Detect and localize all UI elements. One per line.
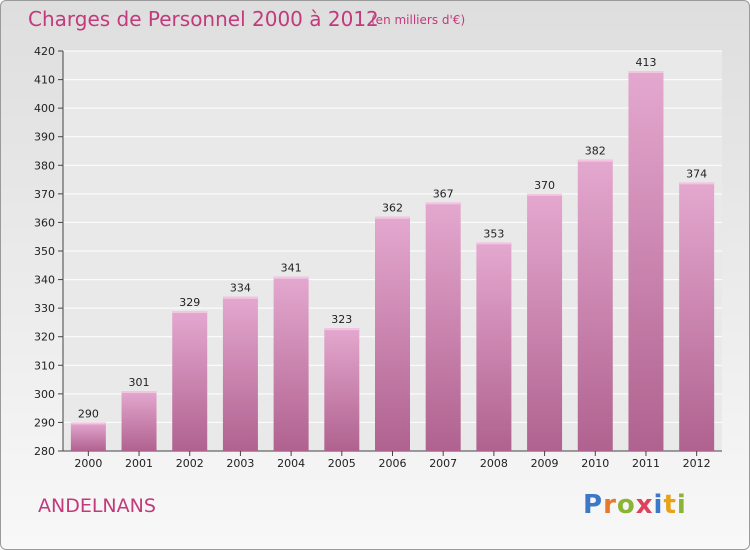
bar-value-label: 370	[534, 179, 555, 192]
bar	[70, 422, 106, 451]
logo-letter: i	[653, 490, 664, 520]
y-tick-label: 370	[34, 188, 55, 201]
x-tick-label: 2012	[683, 457, 711, 470]
y-tick-label: 300	[34, 388, 55, 401]
bar-value-label: 290	[78, 407, 99, 420]
logo-letter: t	[663, 490, 677, 520]
bar	[222, 296, 258, 451]
logo-letter: i	[676, 490, 687, 520]
y-tick-label: 310	[34, 359, 55, 372]
bar-value-label: 329	[179, 296, 200, 309]
bar	[577, 159, 613, 452]
bar-value-label: 382	[585, 145, 606, 158]
logo-letter: P	[583, 490, 604, 520]
bar-value-label: 323	[331, 313, 352, 326]
bar	[121, 391, 157, 451]
bar-value-label: 374	[686, 167, 707, 180]
bar-value-label: 367	[433, 187, 454, 200]
y-tick-label: 280	[34, 445, 55, 458]
bar	[476, 242, 512, 451]
y-tick-label: 360	[34, 216, 55, 229]
bar-value-label: 413	[635, 56, 656, 69]
bar	[172, 311, 208, 451]
logo-letter: x	[635, 490, 654, 520]
bar	[273, 276, 309, 451]
y-tick-label: 420	[34, 45, 55, 58]
bar	[375, 216, 410, 451]
x-tick-label: 2005	[328, 457, 356, 470]
x-tick-label: 2000	[74, 457, 102, 470]
y-tick-label: 380	[34, 159, 55, 172]
chart-subtitle: (en milliers d'€)	[371, 13, 466, 27]
y-tick-label: 290	[34, 416, 55, 429]
x-tick-label: 2004	[277, 457, 305, 470]
x-tick-label: 2010	[581, 457, 609, 470]
y-tick-label: 330	[34, 302, 55, 315]
bar-value-label: 334	[230, 282, 251, 295]
bar-value-label: 362	[382, 202, 403, 215]
x-tick-label: 2003	[226, 457, 254, 470]
bar	[324, 328, 360, 451]
x-tick-label: 2009	[531, 457, 559, 470]
y-tick-label: 390	[34, 131, 55, 144]
x-tick-label: 2001	[125, 457, 153, 470]
bar	[679, 182, 715, 451]
bar-value-label: 353	[483, 227, 504, 240]
bar-value-label: 301	[129, 376, 150, 389]
y-tick-label: 350	[34, 245, 55, 258]
logo-letter: o	[616, 490, 636, 520]
bar	[527, 193, 563, 451]
x-tick-label: 2002	[176, 457, 204, 470]
x-tick-label: 2007	[429, 457, 457, 470]
x-tick-label: 2008	[480, 457, 508, 470]
place-name: ANDELNANS	[38, 495, 156, 517]
bar	[425, 202, 461, 451]
y-tick-label: 410	[34, 74, 55, 87]
proxiti-logo: Proxiti	[583, 490, 687, 520]
logo-letter: r	[603, 490, 617, 520]
y-tick-label: 340	[34, 274, 55, 287]
y-tick-label: 400	[34, 102, 55, 115]
x-tick-label: 2006	[379, 457, 407, 470]
bar-value-label: 341	[281, 262, 302, 275]
bar	[628, 71, 664, 451]
chart-title: Charges de Personnel 2000 à 2012	[28, 7, 379, 31]
y-tick-label: 320	[34, 331, 55, 344]
x-tick-label: 2011	[632, 457, 660, 470]
